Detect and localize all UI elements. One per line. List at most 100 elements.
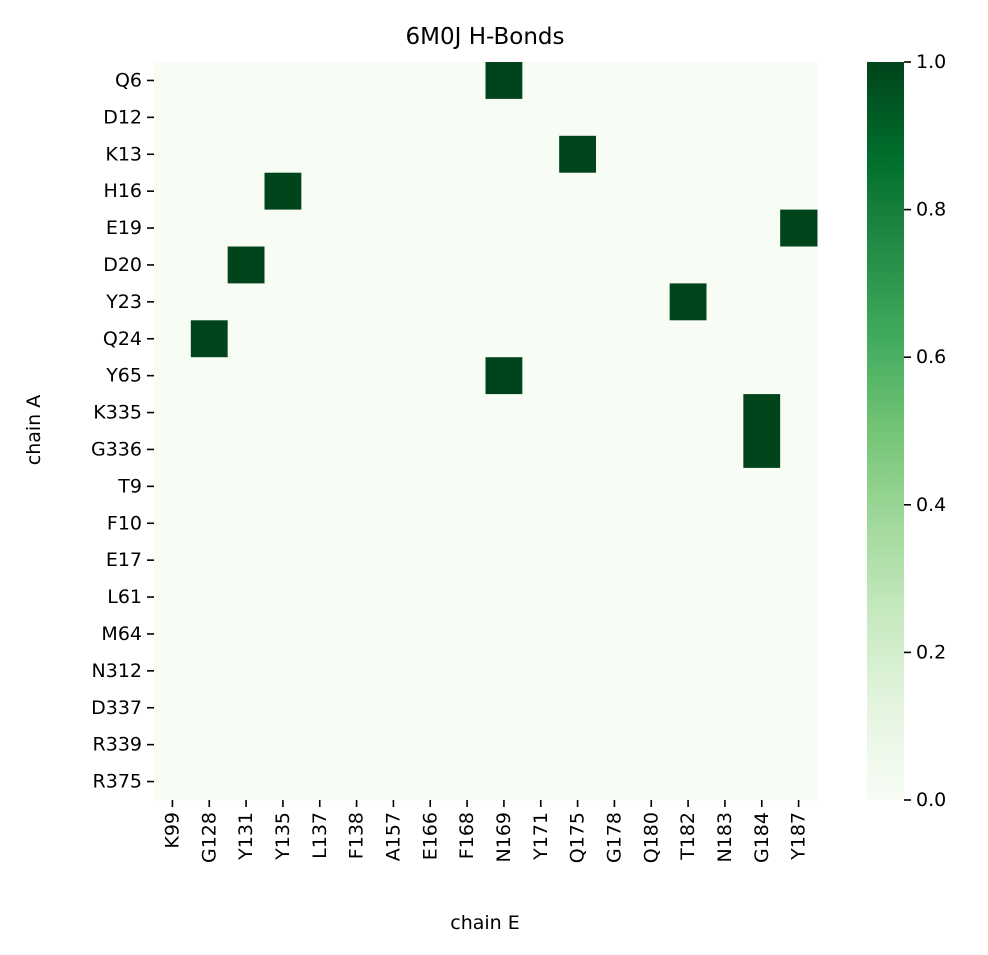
heatmap-cell-D12-Y171: [522, 98, 560, 137]
heatmap-cell-Y65-L137: [301, 357, 339, 395]
heatmap-cell-Y23-G128: [190, 283, 229, 321]
heatmap-cell-N312-Y135: [264, 652, 302, 690]
heatmap-cell-T9-Y131: [227, 467, 265, 506]
heatmap-cell-T9-E166: [411, 467, 450, 506]
heatmap-cell-D12-F138: [338, 98, 376, 137]
heatmap-cell-Q6-L137: [301, 62, 339, 100]
heatmap-cell-D12-Y131: [227, 98, 265, 137]
x-tick-label: K99: [161, 812, 183, 849]
heatmap-cell-Q6-N183: [706, 62, 744, 100]
plot-area: [154, 62, 818, 801]
y-tick-label: R339: [93, 734, 142, 756]
heatmap-cell-G336-L137: [301, 431, 339, 469]
heatmap-cell-Y23-Q175: [559, 283, 597, 321]
heatmap-cell-Q24-G128: [190, 320, 229, 358]
heatmap-cell-H16-E166: [411, 172, 450, 211]
heatmap-cell-R339-A157: [375, 726, 413, 764]
colorbar-gradient: [867, 62, 904, 800]
heatmap-cell-Y65-N169: [485, 357, 523, 395]
heatmap-cell-E19-T182: [669, 209, 707, 247]
heatmap-cell-E19-N183: [706, 209, 744, 247]
heatmap-cell-T9-L137: [301, 467, 339, 506]
y-tick-label: M64: [101, 623, 142, 645]
heatmap-cell-Y23-F168: [448, 283, 486, 321]
heatmap-cell-H16-Y187: [780, 172, 818, 211]
heatmap-cell-D20-Q180: [632, 246, 671, 284]
heatmap-cell-E17-N183: [706, 541, 744, 580]
heatmap-cell-R375-Y171: [522, 763, 560, 801]
colorbar: 0.0 0.2 0.4 0.6 0.8 1.0: [867, 51, 946, 811]
heatmap-cell-G336-G128: [190, 431, 229, 469]
heatmap-cell-L61-G184: [743, 578, 781, 616]
heatmap-cell-T9-G184: [743, 467, 781, 506]
heatmap-cell-D20-E166: [411, 246, 450, 284]
heatmap-cell-F10-N183: [706, 504, 744, 543]
heatmap-cell-D337-G178: [596, 689, 634, 727]
heatmap-cell-K335-Y171: [522, 394, 560, 432]
heatmap-cell-F10-Y171: [522, 504, 560, 543]
heatmap-cell-F10-Q180: [632, 504, 671, 543]
heatmap-cell-R339-E166: [411, 726, 450, 764]
heatmap-cell-K13-G178: [596, 135, 634, 174]
heatmap-cell-E19-F138: [338, 209, 376, 247]
heatmap-cell-Y23-F138: [338, 283, 376, 321]
heatmap-cell-Q24-F168: [448, 320, 486, 358]
heatmap-cell-K13-N169: [485, 135, 523, 174]
heatmap-cell-T9-N169: [485, 467, 523, 506]
y-tick-label: Y65: [105, 365, 142, 387]
heatmap-cell-R339-Y171: [522, 726, 560, 764]
heatmap-cell-R339-Y131: [227, 726, 265, 764]
x-tick-label: F138: [346, 812, 368, 859]
heatmap-cell-M64-N169: [485, 615, 523, 653]
heatmap-cell-Y65-T182: [669, 357, 707, 395]
y-tick-label: K13: [105, 143, 142, 165]
heatmap-cell-R339-G184: [743, 726, 781, 764]
heatmap-cell-D20-Y187: [780, 246, 818, 284]
heatmap-cell-Q24-E166: [411, 320, 450, 358]
heatmap-cell-D20-Y171: [522, 246, 560, 284]
heatmap-cell-E19-L137: [301, 209, 339, 247]
heatmap-cell-Q24-N183: [706, 320, 744, 358]
x-tick-label: T182: [677, 812, 699, 861]
heatmap-cell-K13-A157: [375, 135, 413, 174]
heatmap-cell-N312-G178: [596, 652, 634, 690]
heatmap-cell-D20-N169: [485, 246, 523, 284]
heatmap-cell-Q24-T182: [669, 320, 707, 358]
heatmap-cell-Y65-A157: [375, 357, 413, 395]
heatmap-cell-Q24-A157: [375, 320, 413, 358]
heatmap-cell-G336-K99: [154, 431, 192, 469]
heatmap-cell-D337-Y171: [522, 689, 560, 727]
heatmap-cell-E19-K99: [154, 209, 192, 247]
heatmap-cell-R375-L137: [301, 763, 339, 801]
heatmap-cell-T9-K99: [154, 467, 192, 506]
heatmap-cell-M64-G178: [596, 615, 634, 653]
heatmap-cell-L61-N183: [706, 578, 744, 616]
heatmap-cell-R339-F138: [338, 726, 376, 764]
y-tick-label: D20: [103, 254, 142, 276]
heatmap-cell-Q24-G178: [596, 320, 634, 358]
x-tick-label: N183: [714, 812, 736, 862]
heatmap-cell-Y65-Y131: [227, 357, 265, 395]
heatmap-cell-T9-F138: [338, 467, 376, 506]
x-tick-label: G184: [751, 812, 773, 863]
heatmap-cell-K335-A157: [375, 394, 413, 432]
heatmap-cell-K13-L137: [301, 135, 339, 174]
heatmap-cell-Q24-L137: [301, 320, 339, 358]
heatmap-cell-N312-K99: [154, 652, 192, 690]
heatmap-cell-Y65-Y135: [264, 357, 302, 395]
heatmap-cell-D20-N183: [706, 246, 744, 284]
heatmap-cell-D12-N169: [485, 98, 523, 137]
heatmap-cell-H16-Q180: [632, 172, 671, 211]
heatmap-cell-M64-Y131: [227, 615, 265, 653]
heatmap-cell-D12-Q180: [632, 98, 671, 137]
heatmap-cell-G336-Y135: [264, 431, 302, 469]
heatmap-cell-D12-G184: [743, 98, 781, 137]
heatmap-cell-D337-A157: [375, 689, 413, 727]
heatmap-cell-M64-Y171: [522, 615, 560, 653]
heatmap-cell-E19-Q175: [559, 209, 597, 247]
heatmap-cell-K335-G184: [743, 394, 781, 432]
heatmap-cell-R375-E166: [411, 763, 450, 801]
heatmap-cell-D12-G128: [190, 98, 229, 137]
heatmap-cell-T9-F168: [448, 467, 486, 506]
heatmap-cell-D12-E166: [411, 98, 450, 137]
